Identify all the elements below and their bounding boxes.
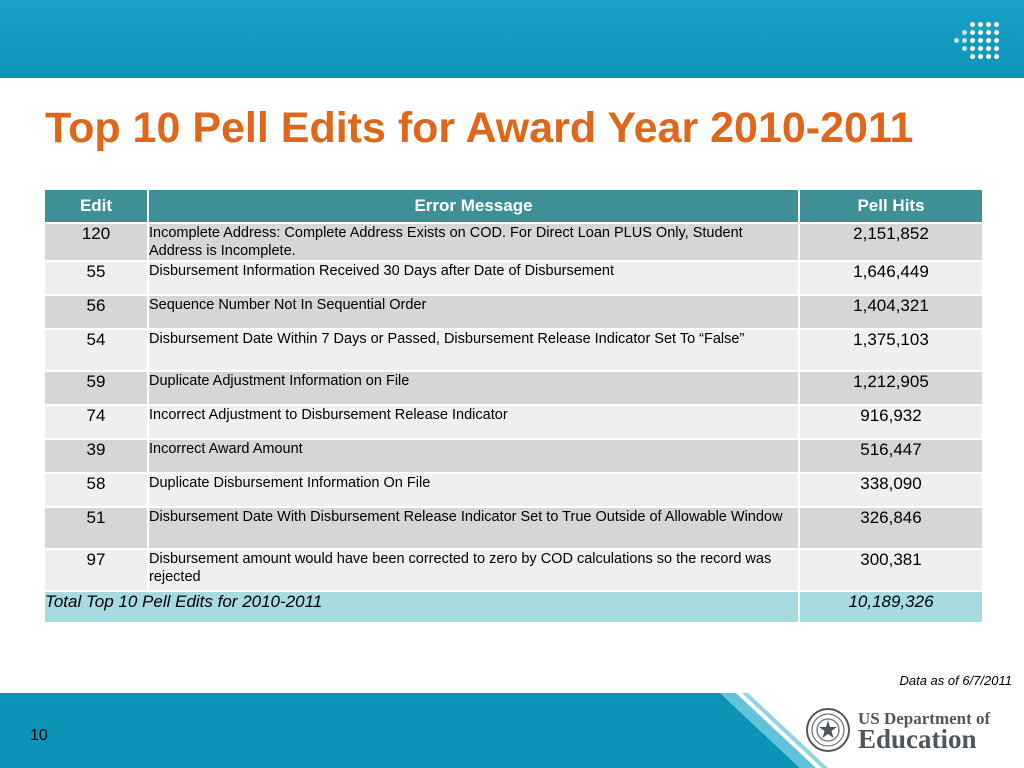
edit-code: 54 (43, 328, 149, 372)
edit-code: 97 (43, 548, 149, 592)
logo-dot (954, 38, 959, 43)
table-row: 58 Duplicate Disbursement Information On… (43, 472, 984, 508)
error-message: Disbursement Date With Disbursement Rele… (147, 506, 800, 550)
logo-dot (994, 46, 999, 51)
logo-dot (986, 46, 991, 51)
data-as-of-note: Data as of 6/7/2011 (899, 673, 1012, 688)
total-value: 10,189,326 (798, 590, 984, 624)
edit-code: 39 (43, 438, 149, 474)
table-row: 39 Incorrect Award Amount 516,447 (43, 438, 984, 474)
table-row: 54 Disbursement Date Within 7 Days or Pa… (43, 328, 984, 372)
pell-hits: 1,646,449 (798, 260, 984, 296)
logo-dot (970, 22, 975, 27)
department-seal-icon (806, 708, 850, 752)
logo-dot (986, 54, 991, 59)
logo-dot (986, 30, 991, 35)
edit-code: 51 (43, 506, 149, 550)
logo-dot (962, 30, 967, 35)
bottom-banner (0, 693, 1024, 768)
logo-dot (978, 46, 983, 51)
pell-hits: 516,447 (798, 438, 984, 474)
edit-code: 55 (43, 260, 149, 296)
error-message: Disbursement Information Received 30 Day… (147, 260, 800, 296)
logo-dot (970, 30, 975, 35)
table-row: 59 Duplicate Adjustment Information on F… (43, 370, 984, 406)
edit-code: 120 (43, 222, 149, 262)
pell-hits: 916,932 (798, 404, 984, 440)
logo-dot (970, 54, 975, 59)
logo-dot (994, 54, 999, 59)
bottom-wave-decoration (0, 693, 828, 768)
edit-code: 59 (43, 370, 149, 406)
logo-dot (962, 38, 967, 43)
page-number: 10 (30, 727, 48, 744)
table-row: 56 Sequence Number Not In Sequential Ord… (43, 294, 984, 330)
table-row: 120 Incomplete Address: Complete Address… (43, 222, 984, 262)
page-title: Top 10 Pell Edits for Award Year 2010-20… (45, 104, 914, 152)
column-header-error-message: Error Message (147, 188, 800, 224)
edit-code: 58 (43, 472, 149, 508)
logo-dot (994, 38, 999, 43)
logo-text-line-1: US Department of (858, 709, 991, 728)
table-header-row: Edit Error Message Pell Hits (43, 188, 984, 224)
table-row: 51 Disbursement Date With Disbursement R… (43, 506, 984, 550)
us-department-of-education-logo: US Department of Education (806, 706, 1016, 754)
edit-code: 74 (43, 404, 149, 440)
logo-dot (978, 22, 983, 27)
logo-dot (978, 54, 983, 59)
table-row: 74 Incorrect Adjustment to Disbursement … (43, 404, 984, 440)
pell-hits: 1,375,103 (798, 328, 984, 372)
pell-hits: 338,090 (798, 472, 984, 508)
dot-grid-logo-icon (954, 22, 1002, 62)
column-header-edit: Edit (43, 188, 149, 224)
top-banner (0, 0, 1024, 78)
error-message: Incorrect Award Amount (147, 438, 800, 474)
logo-dot (970, 38, 975, 43)
logo-dot (962, 46, 967, 51)
pell-edits-table: Edit Error Message Pell Hits 120 Incompl… (43, 188, 984, 624)
pell-hits: 300,381 (798, 548, 984, 592)
logo-dot (978, 30, 983, 35)
error-message: Disbursement Date Within 7 Days or Passe… (147, 328, 800, 372)
logo-text-line-2: Education (858, 724, 977, 754)
logo-dot (970, 46, 975, 51)
error-message: Incorrect Adjustment to Disbursement Rel… (147, 404, 800, 440)
error-message: Incomplete Address: Complete Address Exi… (147, 222, 800, 262)
error-message: Sequence Number Not In Sequential Order (147, 294, 800, 330)
pell-hits: 1,404,321 (798, 294, 984, 330)
pell-hits: 2,151,852 (798, 222, 984, 262)
table-row: 97 Disbursement amount would have been c… (43, 548, 984, 592)
edit-code: 56 (43, 294, 149, 330)
error-message: Duplicate Disbursement Information On Fi… (147, 472, 800, 508)
error-message: Duplicate Adjustment Information on File (147, 370, 800, 406)
pell-hits: 1,212,905 (798, 370, 984, 406)
logo-dot (978, 38, 983, 43)
total-label: Total Top 10 Pell Edits for 2010-2011 (43, 590, 800, 624)
table-row: 55 Disbursement Information Received 30 … (43, 260, 984, 296)
pell-hits: 326,846 (798, 506, 984, 550)
error-message: Disbursement amount would have been corr… (147, 548, 800, 592)
logo-dot (986, 38, 991, 43)
column-header-pell-hits: Pell Hits (798, 188, 984, 224)
logo-dot (986, 22, 991, 27)
logo-dot (994, 22, 999, 27)
logo-dot (994, 30, 999, 35)
total-row: Total Top 10 Pell Edits for 2010-2011 10… (43, 590, 984, 624)
